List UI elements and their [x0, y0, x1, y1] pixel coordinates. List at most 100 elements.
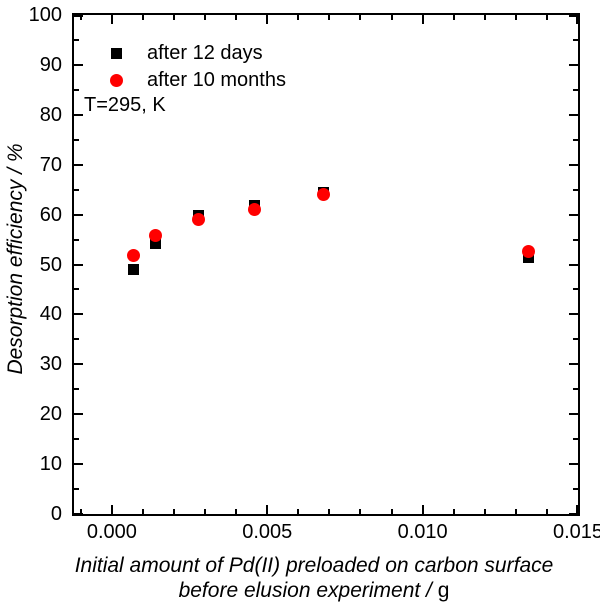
- legend: after 12 days after 10 months: [100, 40, 286, 94]
- x-minor-tick: [173, 15, 176, 20]
- y-minor-tick: [573, 88, 578, 91]
- y-tick-label: 90: [39, 53, 62, 76]
- x-minor-tick: [79, 15, 82, 20]
- y-major-tick: [569, 313, 578, 316]
- x-minor-tick: [204, 509, 207, 514]
- data-point-circle: [316, 187, 330, 201]
- y-minor-tick: [573, 438, 578, 441]
- y-minor-tick: [573, 338, 578, 341]
- x-axis-label-line1: Initial amount of Pd(II) preloaded on ca…: [74, 554, 554, 577]
- plot-frame: [72, 13, 580, 516]
- y-major-tick: [74, 63, 83, 66]
- x-minor-tick: [328, 15, 331, 20]
- y-minor-tick: [573, 388, 578, 391]
- y-minor-tick: [74, 188, 79, 191]
- data-point-circle: [248, 202, 262, 216]
- legend-item-after-12-days: after 12 days: [100, 40, 286, 67]
- y-major-tick: [569, 363, 578, 366]
- x-minor-tick: [204, 15, 207, 20]
- x-axis-label: Initial amount of Pd(II) preloaded on ca…: [14, 553, 600, 603]
- x-major-tick: [421, 505, 424, 514]
- x-major-tick: [110, 505, 113, 514]
- x-major-tick: [110, 15, 113, 24]
- x-major-tick: [576, 15, 578, 24]
- y-minor-tick: [74, 88, 79, 91]
- x-minor-tick: [545, 509, 548, 514]
- x-axis-label-line2: before elusion experiment /: [178, 579, 438, 602]
- y-major-tick: [74, 15, 83, 17]
- x-minor-tick: [328, 509, 331, 514]
- y-minor-tick: [74, 438, 79, 441]
- x-major-tick: [421, 15, 424, 24]
- x-minor-tick: [483, 15, 486, 20]
- y-major-tick: [569, 63, 578, 66]
- y-tick-label: 20: [39, 403, 62, 426]
- y-tick-label: 0: [50, 503, 62, 525]
- annotation-temperature: T=295, K: [84, 94, 166, 116]
- y-major-tick: [569, 263, 578, 266]
- data-point-circle: [192, 212, 206, 226]
- y-tick-label: 50: [39, 253, 62, 276]
- y-major-tick: [74, 163, 83, 166]
- x-minor-tick: [173, 509, 176, 514]
- y-major-tick: [74, 363, 83, 366]
- x-minor-tick: [297, 509, 300, 514]
- y-major-tick: [569, 213, 578, 216]
- data-point-circle: [148, 229, 162, 243]
- y-minor-tick: [74, 388, 79, 391]
- x-tick-label: 0.000: [86, 521, 137, 543]
- y-tick-label: 60: [39, 203, 62, 226]
- x-minor-tick: [359, 15, 362, 20]
- x-tick-label: 0.010: [397, 521, 448, 543]
- x-minor-tick: [452, 15, 455, 20]
- data-point-circle: [127, 248, 141, 262]
- x-major-tick: [266, 15, 269, 24]
- y-minor-tick: [74, 288, 79, 291]
- y-minor-tick: [573, 188, 578, 191]
- y-tick-label: 100: [28, 4, 62, 26]
- x-major-tick: [266, 505, 269, 514]
- y-major-tick: [569, 413, 578, 416]
- x-minor-tick: [483, 509, 486, 514]
- x-tick-label: 0.005: [242, 521, 293, 543]
- x-minor-tick: [141, 509, 144, 514]
- y-minor-tick: [573, 488, 578, 491]
- y-major-tick: [74, 263, 83, 266]
- data-point-circle: [521, 245, 535, 259]
- x-minor-tick: [359, 509, 362, 514]
- y-minor-tick: [74, 238, 79, 241]
- y-minor-tick: [74, 138, 79, 141]
- legend-marker-square-icon: [110, 48, 122, 59]
- y-tick-label: 80: [39, 103, 62, 126]
- x-minor-tick: [79, 509, 82, 514]
- y-tick-label: 30: [39, 353, 62, 376]
- y-minor-tick: [573, 238, 578, 241]
- y-minor-tick: [573, 288, 578, 291]
- data-point-square: [149, 238, 161, 250]
- y-major-tick: [569, 15, 578, 17]
- x-minor-tick: [514, 15, 517, 20]
- data-point-square: [128, 264, 140, 276]
- x-minor-tick: [235, 509, 238, 514]
- y-major-tick: [569, 463, 578, 466]
- x-tick-label: 0.015: [552, 521, 600, 543]
- y-minor-tick: [573, 138, 578, 141]
- y-major-tick: [569, 513, 578, 515]
- y-major-tick: [74, 463, 83, 466]
- y-major-tick: [74, 413, 83, 416]
- x-minor-tick: [514, 509, 517, 514]
- x-minor-tick: [297, 15, 300, 20]
- y-minor-tick: [74, 338, 79, 341]
- x-minor-tick: [545, 15, 548, 20]
- legend-label-after-10-months: after 10 months: [147, 69, 286, 91]
- y-major-tick: [74, 513, 83, 515]
- y-major-tick: [569, 163, 578, 166]
- x-minor-tick: [390, 509, 393, 514]
- y-major-tick: [74, 213, 83, 216]
- legend-item-after-10-months: after 10 months: [100, 67, 286, 94]
- y-tick-label: 70: [39, 153, 62, 176]
- x-minor-tick: [390, 15, 393, 20]
- y-tick-label: 10: [39, 453, 62, 476]
- legend-marker-circle-icon: [109, 74, 123, 87]
